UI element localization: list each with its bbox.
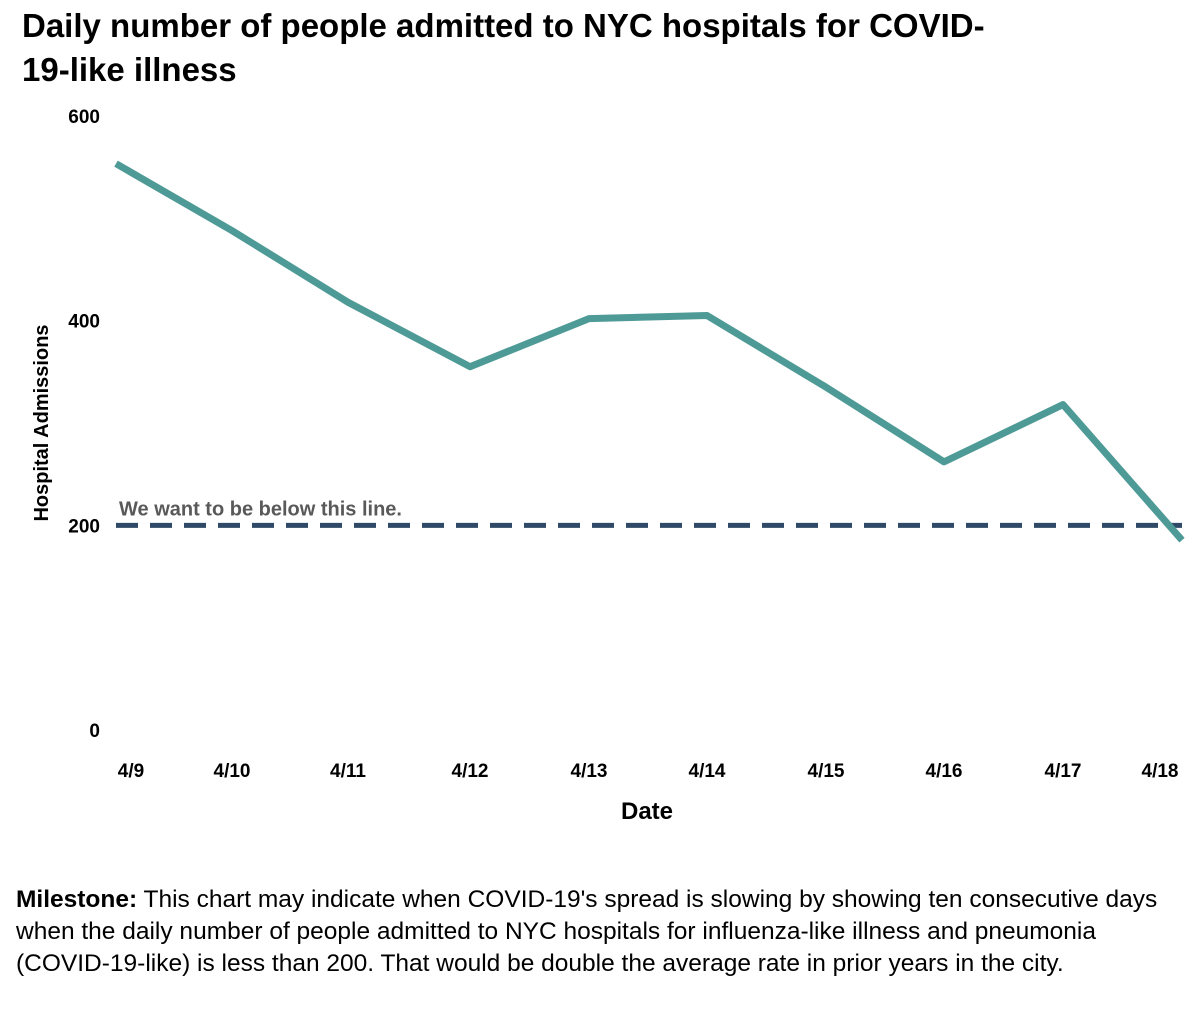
series-line <box>114 160 1185 543</box>
x-tick-label: 4/18 <box>1142 761 1179 782</box>
x-tick-label: 4/15 <box>808 761 845 782</box>
x-tick-label: 4/14 <box>689 761 726 782</box>
milestone-label: Milestone: <box>16 886 138 913</box>
y-tick-label: 0 <box>89 721 100 742</box>
x-tick-label: 4/13 <box>571 761 608 782</box>
x-tick-label: 4/10 <box>214 761 251 782</box>
y-axis-label: Hospital Admissions <box>31 324 53 521</box>
x-tick-label: 4/17 <box>1045 761 1082 782</box>
milestone-note: Milestone: This chart may indicate when … <box>16 884 1186 980</box>
x-axis-label: Date <box>621 798 673 825</box>
x-tick-label: 4/11 <box>330 761 366 782</box>
chart-title: Daily number of people admitted to NYC h… <box>22 7 985 88</box>
reference-line-label: We want to be below this line. <box>119 498 402 520</box>
milestone-text: This chart may indicate when COVID-19's … <box>16 886 1158 977</box>
x-tick-label: 4/12 <box>452 761 489 782</box>
y-tick-label: 200 <box>68 516 100 537</box>
y-tick-label: 600 <box>68 107 100 128</box>
x-tick-label: 4/16 <box>926 761 963 782</box>
y-tick-label: 400 <box>68 312 100 333</box>
line-chart: 0 200 400 600 Hospital Admissions We want to … <box>31 107 1185 825</box>
x-tick-label: 4/9 <box>118 761 144 782</box>
